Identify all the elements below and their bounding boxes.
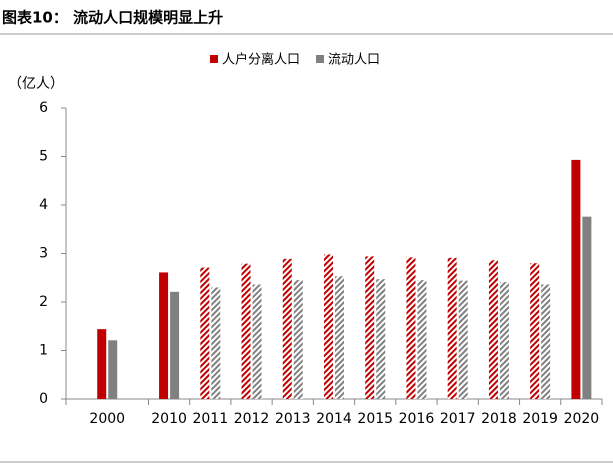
x-tick-label: 2020 — [564, 411, 600, 427]
legend-label: 流动人口 — [328, 53, 380, 68]
bar — [97, 329, 107, 399]
legend-label: 人户分离人口 — [222, 52, 300, 68]
y-tick-label: 2 — [39, 294, 48, 310]
bar — [108, 340, 118, 399]
x-tick-label: 2014 — [316, 411, 352, 427]
bar — [488, 260, 498, 399]
bar — [159, 272, 169, 399]
y-tick-label: 5 — [39, 149, 48, 165]
bar — [211, 287, 221, 399]
bar — [571, 159, 581, 399]
bar — [365, 256, 375, 399]
bar — [324, 254, 333, 399]
x-tick-label: 2011 — [192, 411, 228, 427]
legend-swatch — [316, 55, 325, 63]
y-tick-label: 1 — [39, 343, 48, 359]
x-tick-label: 2017 — [440, 411, 476, 427]
bar — [447, 257, 457, 399]
bar — [530, 263, 540, 399]
x-tick-label: 2015 — [357, 411, 393, 427]
y-axis-label: （亿人） — [8, 76, 64, 92]
bar — [170, 291, 180, 399]
bar — [241, 263, 251, 399]
x-tick-label: 2019 — [522, 411, 558, 427]
x-tick-label: 2013 — [275, 411, 311, 427]
chart-title: 图表10： 流动人口规模明显上升 — [2, 9, 223, 27]
bar — [335, 276, 344, 399]
bar — [417, 280, 427, 399]
x-tick-label: 2012 — [234, 411, 270, 427]
x-tick-label: 2018 — [481, 411, 517, 427]
bar — [582, 216, 592, 399]
bar — [200, 267, 210, 399]
y-tick-label: 3 — [39, 246, 48, 262]
y-tick-label: 4 — [39, 197, 48, 213]
y-tick-label: 0 — [39, 391, 48, 407]
bar — [376, 279, 386, 399]
bar — [541, 284, 551, 399]
bar — [499, 282, 509, 399]
legend-swatch — [210, 55, 218, 63]
x-tick-label: 2000 — [89, 411, 125, 427]
bar — [282, 258, 292, 399]
bar — [252, 284, 262, 399]
bar — [293, 280, 303, 399]
x-tick-label: 2016 — [399, 411, 435, 427]
y-tick-label: 6 — [39, 100, 48, 116]
x-tick-label: 2010 — [151, 411, 187, 427]
bar — [406, 257, 416, 399]
bar — [458, 280, 468, 399]
